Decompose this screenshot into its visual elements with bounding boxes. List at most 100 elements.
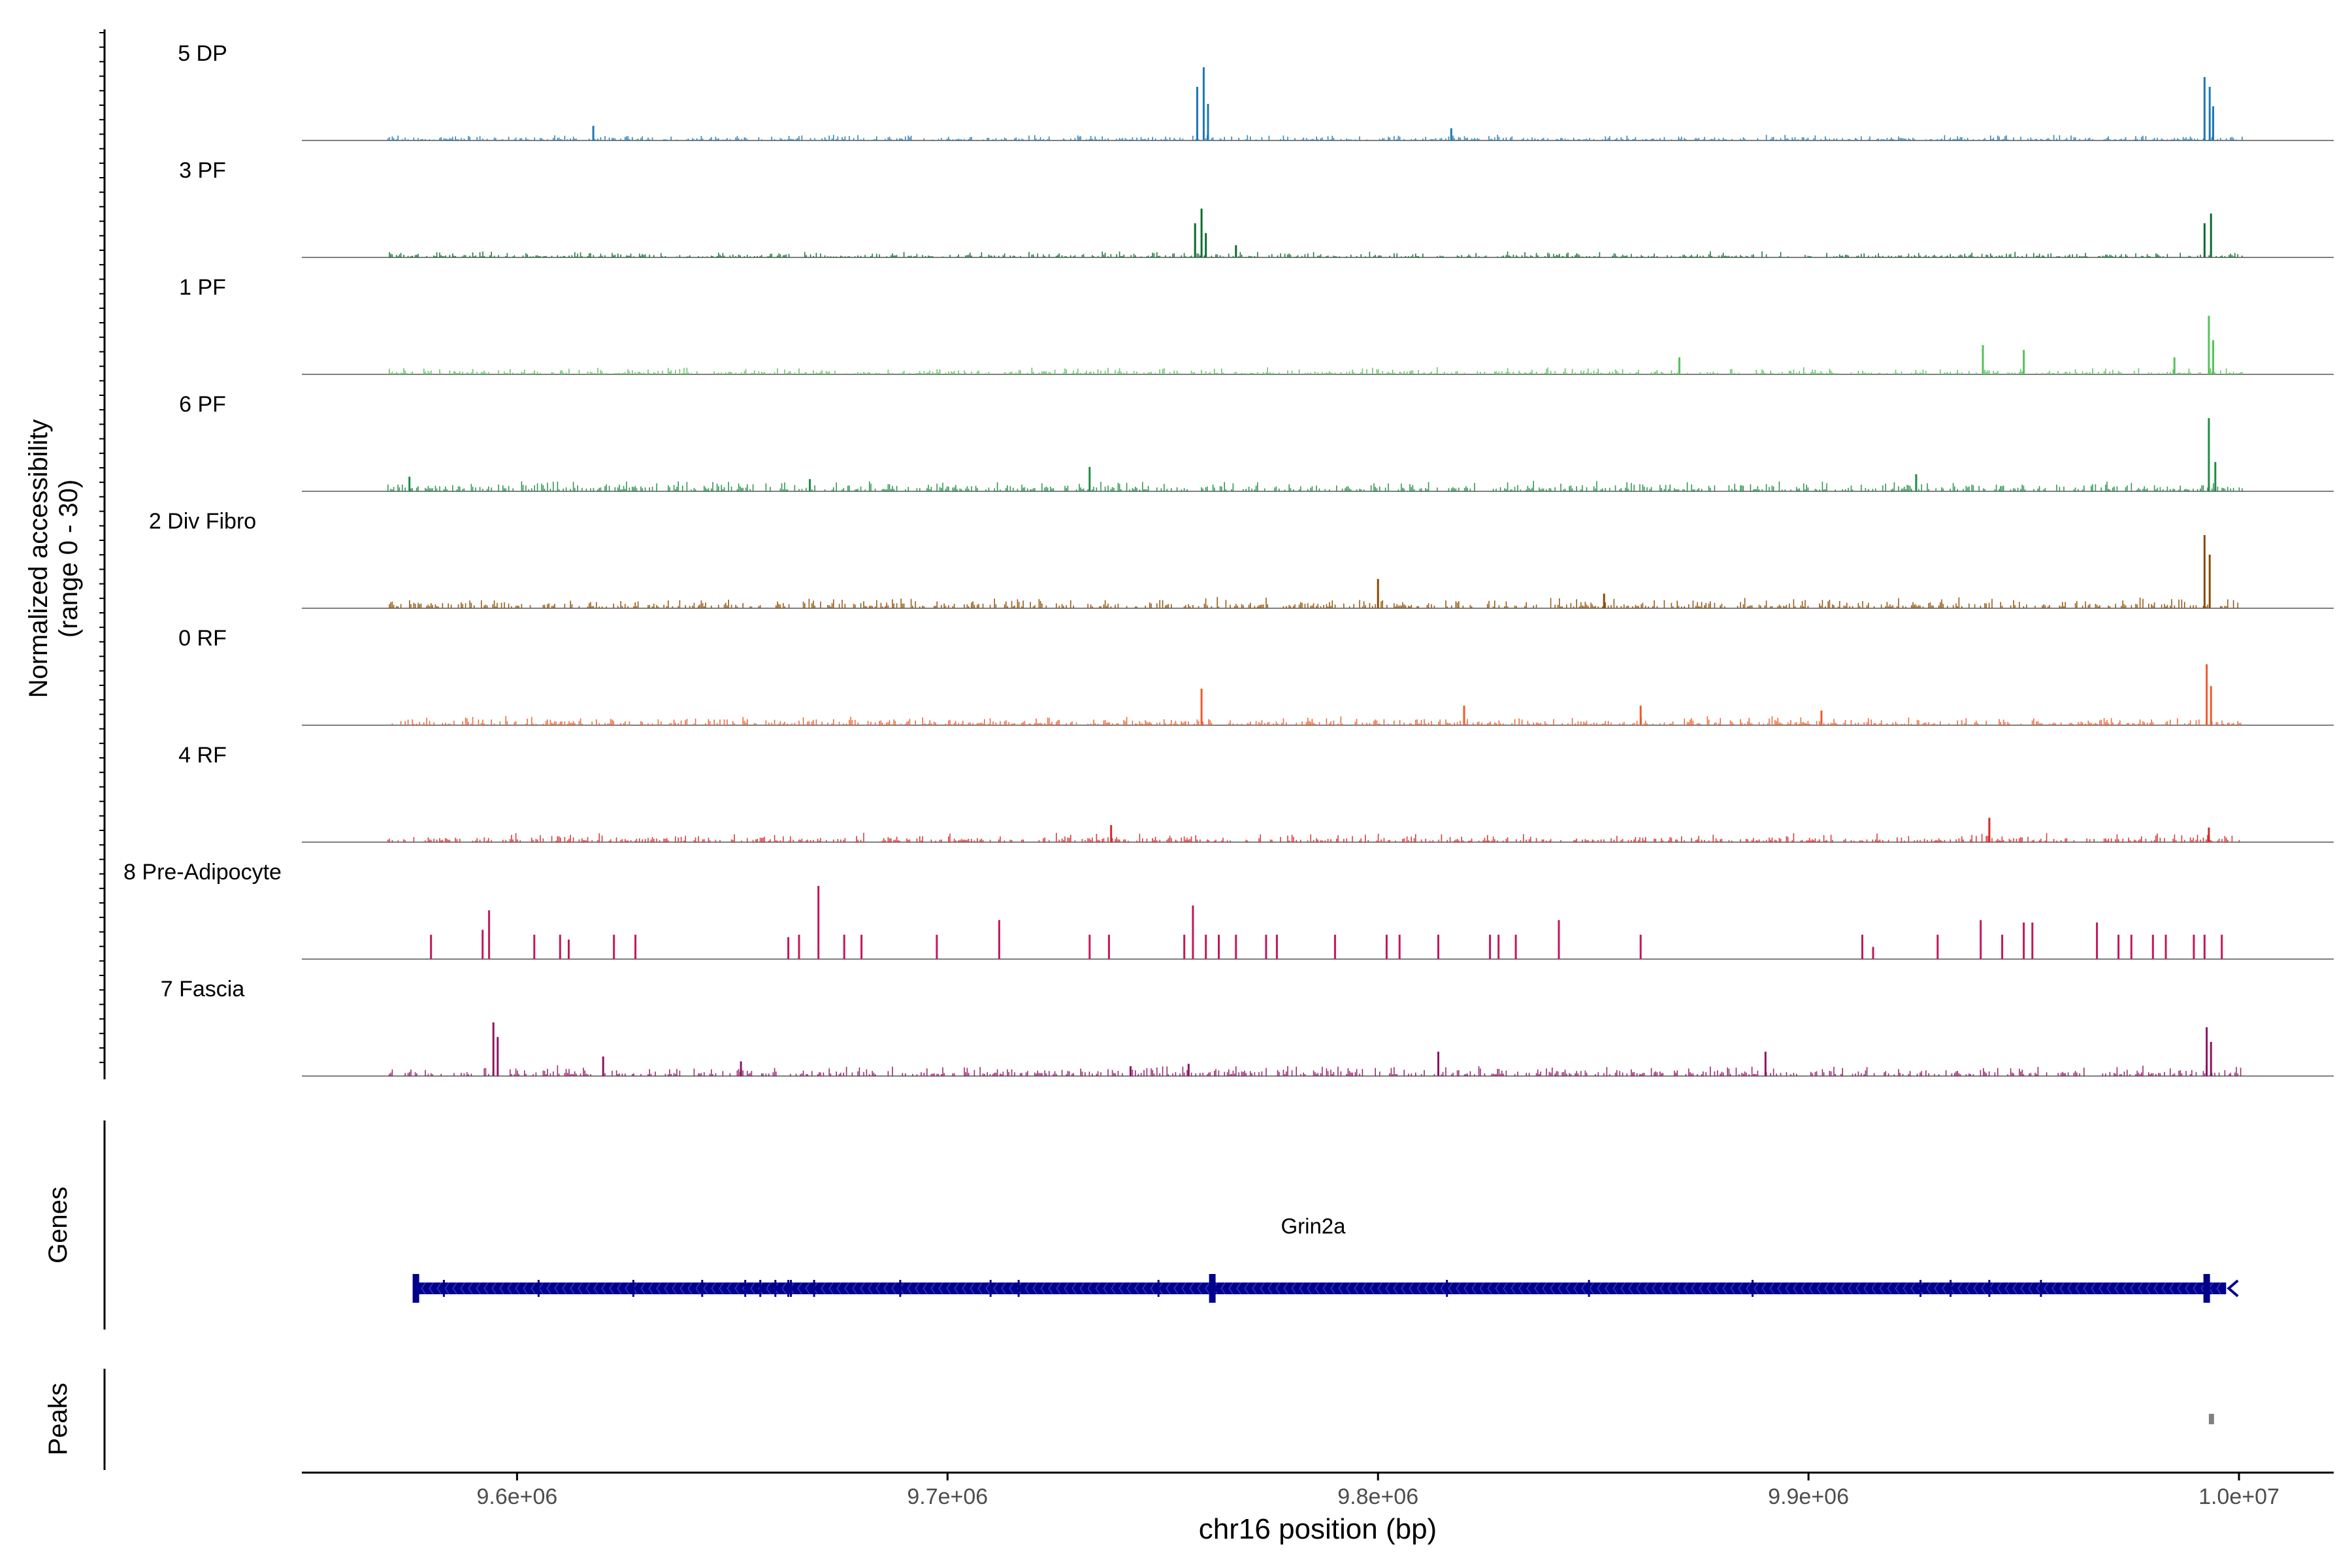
coverage-peak [1183,934,1186,959]
coverage-peak [1936,934,1939,959]
gene-exon [1157,1280,1160,1297]
coverage-peak [1603,593,1605,608]
coverage-signal [389,251,2243,257]
coverage-peak [533,934,536,959]
coverage-peak [1110,825,1113,842]
coverage-peak [1235,934,1237,959]
coverage-peak [843,934,845,959]
track-0-rf: 0 RF [178,626,2334,726]
coverage-peak [1764,1051,1767,1076]
coverage-peak [1639,706,1642,725]
gene-exon [989,1280,992,1297]
coverage-peak [798,934,800,959]
coverage-peak [860,934,863,959]
gene-track [412,1274,2239,1303]
coverage-peak [2210,686,2212,725]
coverage-peak [2023,350,2025,374]
coverage-peak [1463,706,1465,725]
track-2-div-fibro: 2 Div Fibro [149,509,2334,609]
coverage-peak [2212,340,2214,374]
coverage-peak [492,1022,495,1076]
coverage-peak [2206,1027,2208,1076]
coverage-peak [936,934,938,959]
coverage-signal [391,716,2242,725]
coverage-peak [2206,664,2208,725]
coverage-signal [389,596,2238,608]
coverage-peak [1207,104,1209,140]
coverage-peak [1872,947,1874,959]
coverage-peak [740,1061,742,1076]
coverage-peak [1385,934,1388,959]
coverage-peak [2001,934,2004,959]
coverage-peak [488,910,491,959]
coverage-peak [1187,1064,1190,1076]
coverage-peak [1377,579,1379,608]
coverage-peak [1514,934,1517,959]
coverage-signal [389,1065,2242,1076]
coverage-peak [2210,1041,2212,1076]
coverage-peak [497,1037,499,1076]
coverage-peak [1398,934,1401,959]
coverage-peak [1265,934,1267,959]
coverage-y-axis-ticks [99,32,105,1064]
track-6-pf: 6 PF [179,392,2334,492]
track-label: 7 Fascia [161,977,245,1002]
gene-exon [774,1280,777,1297]
y-axis-range-label: (range 0 - 30) [54,480,83,638]
coverage-peak [809,479,811,491]
coverage-peak [559,934,561,959]
coverage-peak [1200,208,1203,257]
coverage-peak [2212,106,2214,140]
genes-track-label: Genes [44,1186,73,1264]
gene-end-arrow [2227,1279,2239,1298]
coverage-peak [2208,827,2210,842]
gene-exon [537,1280,540,1297]
coverage-peak [1450,128,1452,140]
track-label: 4 RF [178,743,227,768]
x-tick-label: 1.0e+07 [2198,1484,2279,1509]
coverage-peak [1861,934,1863,959]
coverage-peak [2203,76,2206,140]
coverage-peak [1129,1066,1132,1076]
gene-exon [1446,1280,1448,1297]
coverage-peak [602,1056,604,1076]
coverage-peak [1678,357,1680,374]
gene-exon [899,1280,902,1297]
gene-exon [790,1280,792,1297]
gene-exon [2040,1280,2042,1297]
track-7-fascia: 7 Fascia [161,977,2334,1077]
coverage-tracks: 5 DP 3 PF 1 PF 6 PF 2 Div Fibro 0 RF 4 RF 8 Pre… [123,41,2334,1077]
coverage-peak [998,920,1000,959]
gene-exon [701,1280,704,1297]
coverage-peak [1205,233,1207,257]
coverage-peak [2214,462,2217,491]
coverage-signal [387,135,2243,140]
coverage-signal [387,832,2240,842]
coverage-peak [1088,934,1091,959]
coverage-peak [1192,905,1194,959]
coverage-peak [1820,710,1823,725]
peak-track [2208,1414,2214,1424]
coverage-peak [2096,923,2099,959]
coverage-peak [2193,934,2195,959]
coverage-peak [1107,934,1110,959]
track-4-rf: 4 RF [178,743,2334,843]
coverage-peak [2023,923,2025,959]
coverage-peak [1205,934,1207,959]
x-axis-ticks: 9.6e+06 9.7e+06 9.8e+06 9.9e+06 1.0e+07 [476,1473,2279,1509]
coverage-peak [2203,934,2206,959]
coverage-signal [387,481,2243,491]
gene-strand-arrows [421,1282,2221,1295]
coverage-peak [1558,920,1560,959]
coverage-peak [1235,245,1237,257]
gene-exon [632,1280,634,1297]
coverage-peak [2208,86,2211,140]
gene-exon [2203,1274,2210,1303]
coverage-signal [389,367,2243,374]
coverage-peak [1200,689,1203,725]
track-label: 1 PF [179,275,226,300]
coverage-peak [1194,223,1196,257]
x-axis-label: chr16 position (bp) [1199,1513,1437,1545]
coverage-peak [1088,466,1091,491]
